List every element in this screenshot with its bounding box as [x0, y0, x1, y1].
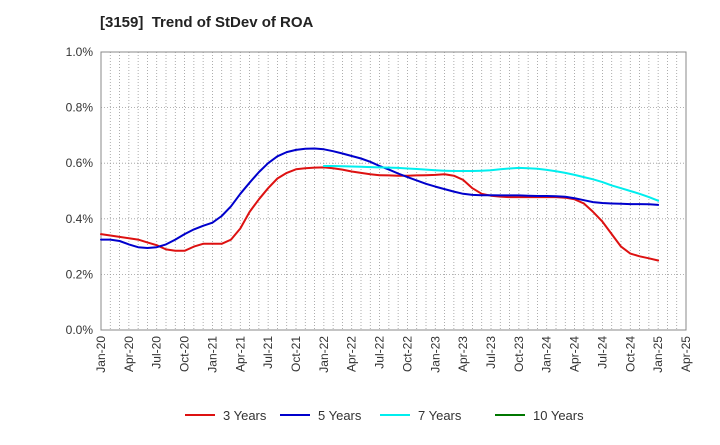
- x-tick-label: Oct-22: [400, 336, 414, 372]
- x-tick-label: Oct-21: [289, 336, 303, 372]
- x-tick-label: Apr-21: [233, 336, 247, 372]
- x-tick-label: Jan-22: [317, 336, 331, 373]
- x-tick-label: Jan-23: [428, 336, 442, 373]
- x-tick-label: Apr-20: [122, 336, 136, 372]
- chart-title: [3159] Trend of StDev of ROA: [100, 14, 314, 31]
- x-tick-label: Apr-25: [679, 336, 693, 372]
- x-tick-label: Jan-25: [651, 336, 665, 373]
- legend-label: 7 Years: [418, 408, 462, 423]
- x-tick-label: Apr-24: [568, 336, 582, 372]
- plot-area-frame: [100, 51, 687, 331]
- x-tick-label: Oct-23: [512, 336, 526, 372]
- x-tick-label: Jul-20: [150, 336, 164, 369]
- series-line-7-years: [322, 165, 660, 202]
- legend-label: 3 Years: [223, 408, 267, 423]
- x-tick-label: Oct-24: [623, 336, 637, 372]
- x-tick-label: Apr-22: [345, 336, 359, 372]
- y-tick-label: 0.4%: [66, 212, 94, 226]
- y-tick-label: 0.0%: [66, 323, 94, 337]
- y-tick-label: 0.6%: [66, 156, 94, 170]
- x-tick-label: Jan-24: [540, 336, 554, 373]
- y-tick-label: 1.0%: [66, 45, 94, 59]
- x-tick-label: Apr-23: [456, 336, 470, 372]
- x-tick-label: Jan-20: [94, 336, 108, 373]
- x-tick-label: Jan-21: [205, 336, 219, 373]
- x-tick-label: Jul-23: [484, 336, 498, 369]
- legend-label: 5 Years: [318, 408, 362, 423]
- x-tick-label: Jul-24: [595, 336, 609, 369]
- legend-label: 10 Years: [533, 408, 584, 423]
- x-tick-label: Oct-20: [178, 336, 192, 372]
- series-line-5-years: [100, 147, 660, 249]
- y-tick-label: 0.2%: [66, 267, 94, 281]
- y-tick-label: 0.8%: [66, 101, 94, 115]
- x-tick-label: Jul-21: [261, 336, 275, 369]
- x-tick-label: Jul-22: [373, 336, 387, 369]
